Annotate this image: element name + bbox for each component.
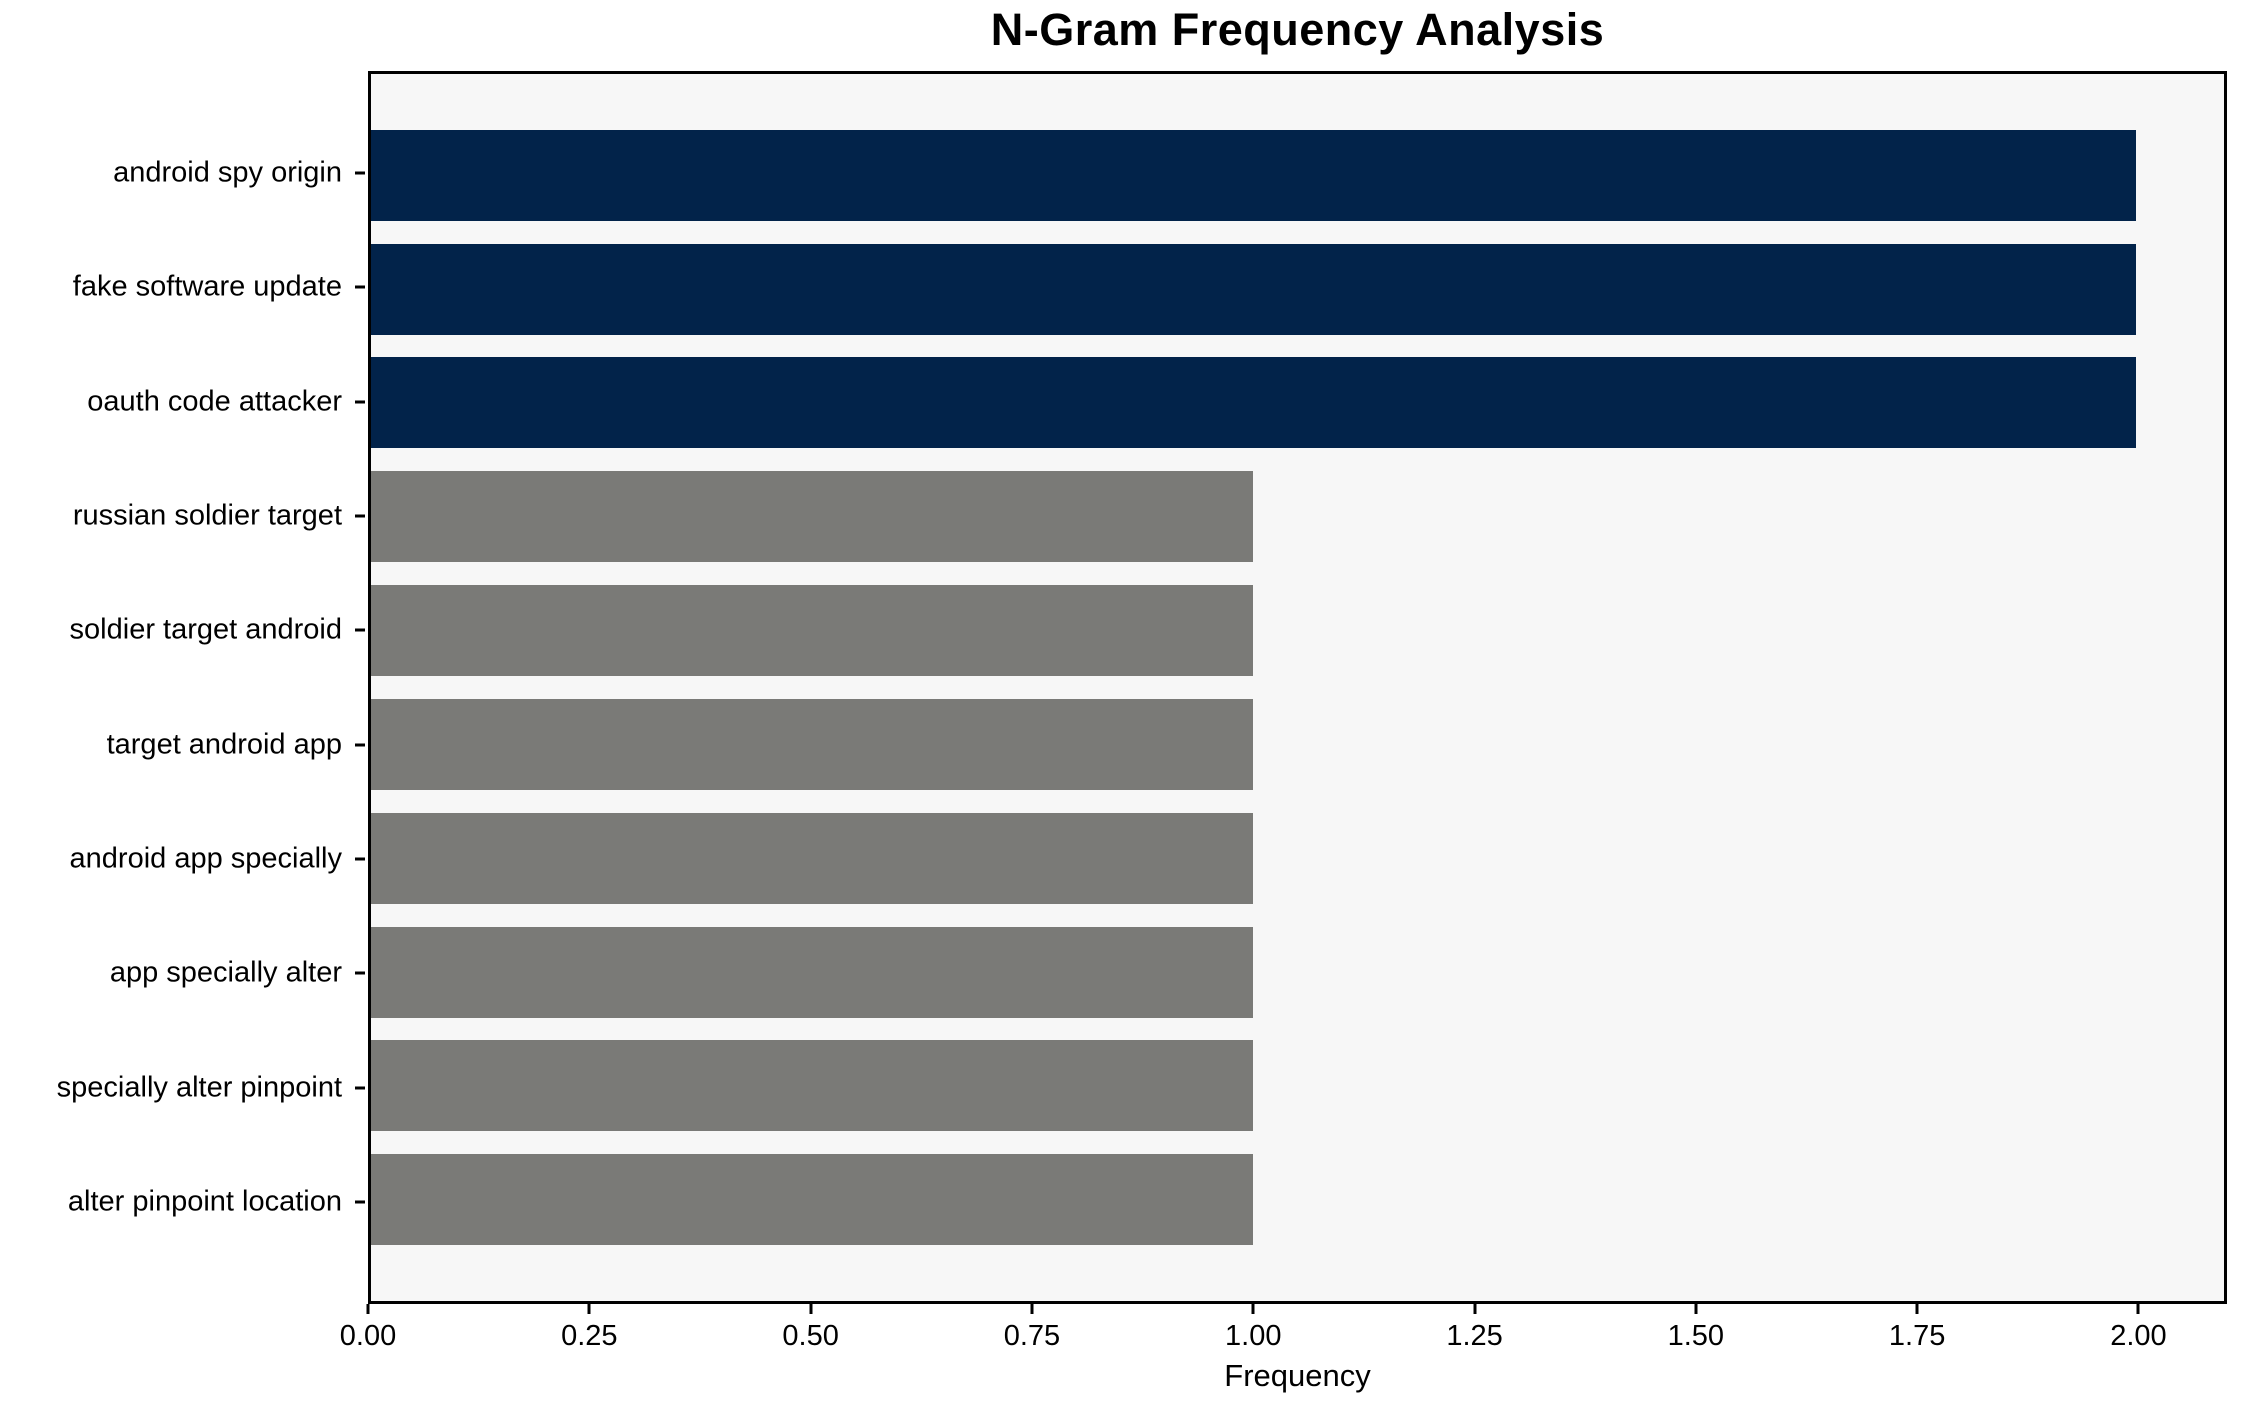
bar-target-android-app [371, 698, 1254, 790]
y-tick-label: oauth code attacker [87, 385, 342, 418]
x-tick-label: 2.00 [2110, 1320, 2167, 1352]
bar-android-spy-origin [371, 129, 2136, 221]
x-tick-label: 1.25 [1446, 1320, 1503, 1352]
y-tick-mark [355, 743, 365, 747]
y-tick-mark [355, 971, 365, 975]
bar-alter-pinpoint-location [371, 1154, 1254, 1246]
y-tick-mark [355, 400, 365, 404]
bar-oauth-code-attacker [371, 357, 2136, 449]
y-tick-mark [355, 628, 365, 632]
x-tick-label: 1.00 [1225, 1320, 1282, 1352]
y-tick-mark [355, 1086, 365, 1090]
bar-specially-alter-pinpoint [371, 1040, 1254, 1132]
x-tick-label: 0.25 [561, 1320, 618, 1352]
y-tick-mark [355, 514, 365, 518]
y-tick-label: android app specially [69, 842, 342, 875]
x-tick-mark [366, 1304, 370, 1314]
bar-app-specially-alter [371, 926, 1254, 1018]
y-tick-label: russian soldier target [72, 499, 342, 532]
x-tick-mark [1694, 1304, 1698, 1314]
x-tick-mark [1251, 1304, 1255, 1314]
y-tick-label: fake software update [72, 270, 342, 303]
bar-russian-soldier-target [371, 471, 1254, 563]
x-tick-label: 0.00 [339, 1320, 397, 1352]
y-tick-label: soldier target android [69, 613, 342, 646]
y-axis: android spy origin fake software update oa… [0, 71, 368, 1304]
y-tick-mark [355, 285, 365, 289]
x-axis: 0.00 0.25 0.50 0.75 1.00 1.25 1.50 1.75 2.00 [340, 1304, 2227, 1394]
y-tick-label: android spy origin [113, 156, 342, 189]
x-tick-mark [587, 1304, 591, 1314]
y-tick-label: target android app [106, 728, 342, 761]
x-tick-label: 1.50 [1667, 1320, 1725, 1352]
y-tick-mark [355, 857, 365, 861]
bar-soldier-target-android [371, 585, 1254, 677]
y-tick-label: alter pinpoint location [67, 1185, 342, 1218]
plot-area [368, 71, 2227, 1304]
x-tick-mark [1915, 1304, 1919, 1314]
y-tick-mark [355, 171, 365, 175]
y-tick-label: specially alter pinpoint [56, 1071, 342, 1104]
x-tick-label: 0.75 [1003, 1320, 1061, 1352]
x-axis-label: Frequency [1224, 1358, 1371, 1393]
x-tick-label: 0.50 [782, 1320, 839, 1352]
bar-android-app-specially [371, 812, 1254, 904]
y-tick-mark [355, 1200, 365, 1204]
x-tick-mark [809, 1304, 813, 1314]
chart-title: N-Gram Frequency Analysis [990, 4, 1605, 55]
x-tick-label: 1.75 [1888, 1320, 1946, 1352]
y-tick-label: app specially alter [109, 956, 342, 989]
x-tick-mark [1030, 1304, 1034, 1314]
x-tick-mark [1473, 1304, 1477, 1314]
x-tick-mark [2136, 1304, 2140, 1314]
bar-fake-software-update [371, 243, 2136, 335]
